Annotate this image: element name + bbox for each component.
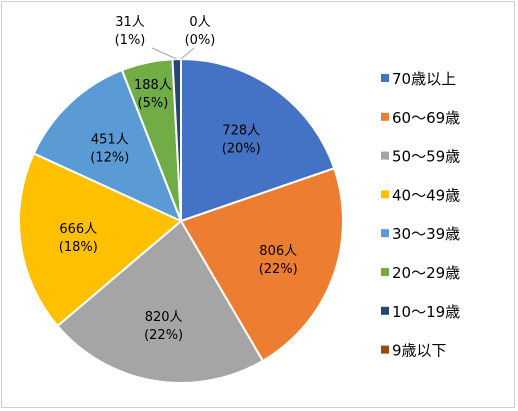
data-label-value-1: 806人 [259,244,297,259]
legend-label-3: 40～49歳 [392,186,460,204]
legend: 70歳以上 60～69歳 50～59歳 40～49歳 30～39歳 20～29歳 10～19… [381,70,460,360]
data-label-value-2: 820人 [145,310,183,325]
legend-swatch-2 [381,151,389,160]
data-label-value-5: 188人 [134,78,172,93]
legend-label-5: 20～29歳 [392,264,460,282]
data-label-pct-2: (22%) [144,328,183,343]
legend-swatch-1 [381,112,389,121]
legend-label-1: 60～69歳 [392,109,460,127]
legend-label-0: 70歳以上 [392,70,456,88]
legend-label-2: 50～59歳 [392,148,460,166]
legend-label-6: 10～19歳 [392,303,460,321]
data-label-pct-0: (20%) [222,142,261,157]
legend-label-7: 9歳以下 [392,342,447,360]
leader-line-7 [180,47,195,60]
pie-slice-1 [179,167,345,363]
leader-line-6 [151,47,177,60]
legend-swatch-5 [381,268,389,276]
legend-swatch-4 [381,229,389,238]
data-label-pct-5: (5%) [138,96,169,111]
pie-slice-2 [56,219,265,384]
pie-slice-4 [32,68,183,223]
data-label-value-4: 451人 [91,133,129,148]
data-label-pct-7: (0%) [185,33,216,48]
pie-slices [18,57,345,384]
data-label-pct-4: (12%) [90,151,129,166]
leader-lines [151,47,195,60]
legend-label-4: 30～39歳 [392,225,460,243]
data-label-value-3: 666人 [59,222,97,237]
legend-swatch-3 [381,190,389,199]
data-label-value-7: 0人 [189,15,210,30]
data-label-pct-3: (18%) [59,240,98,255]
data-label-pct-1: (22%) [259,262,298,277]
pie-slice-6 [171,57,182,222]
legend-swatch-0 [381,74,389,82]
legend-swatch-6 [381,306,389,315]
data-labels: 728人 (20%) 806人 (22%) 820人 (22%) 666人 (18%) 451人… [59,15,298,343]
legend-swatch-7 [381,345,389,354]
data-label-pct-6: (1%) [115,33,146,48]
data-label-value-0: 728人 [222,124,260,139]
data-label-value-6: 31人 [115,15,145,30]
pie-slice-3 [18,152,183,328]
